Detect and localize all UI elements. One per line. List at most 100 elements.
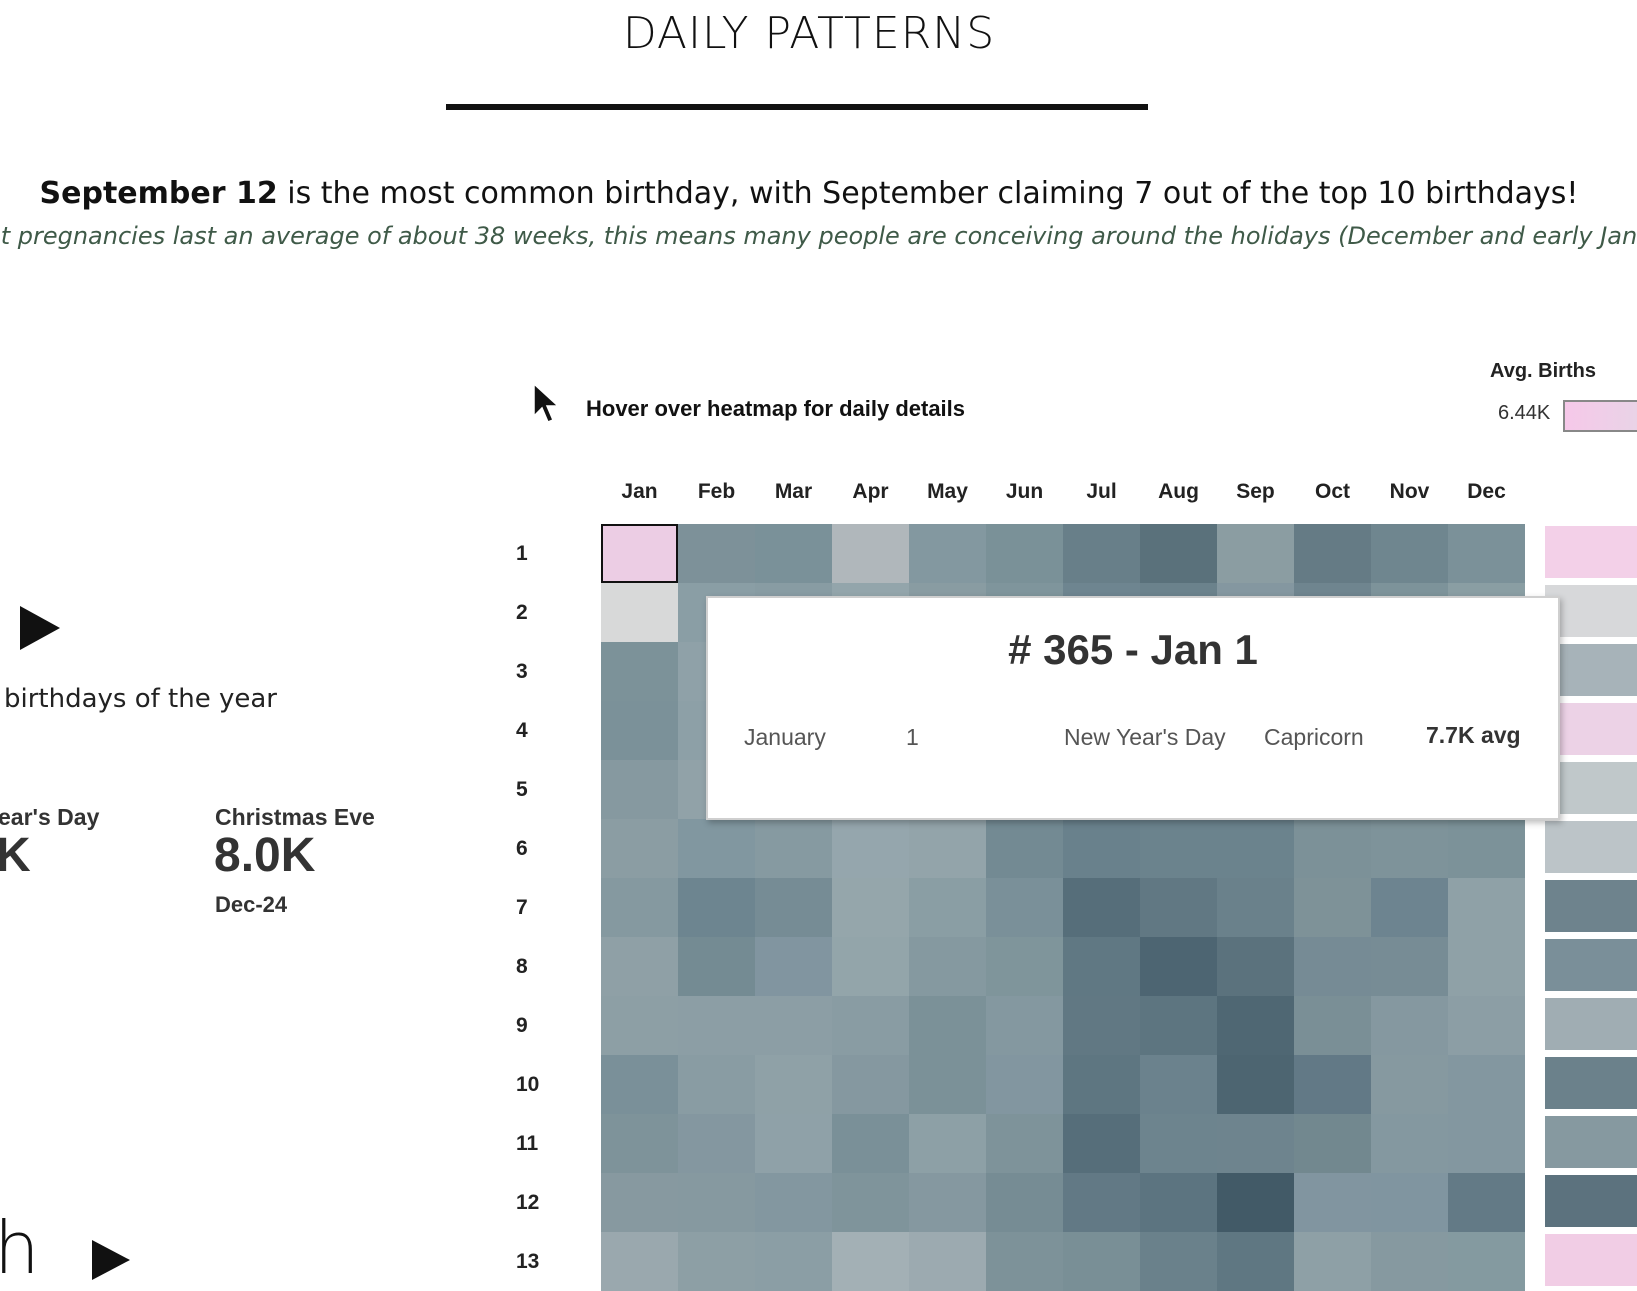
heatmap-cell[interactable]	[832, 819, 909, 878]
heatmap-cell[interactable]	[1371, 996, 1448, 1055]
heatmap-cell[interactable]	[1140, 524, 1217, 583]
heatmap-cell[interactable]	[755, 937, 832, 996]
heatmap-cell[interactable]	[1294, 1232, 1371, 1291]
heatmap-cell[interactable]	[1217, 1055, 1294, 1114]
heatmap-cell[interactable]	[986, 524, 1063, 583]
heatmap-cell[interactable]	[601, 878, 678, 937]
heatmap-cell[interactable]	[755, 1173, 832, 1232]
heatmap-cell[interactable]	[1217, 1114, 1294, 1173]
heatmap-cell[interactable]	[1217, 819, 1294, 878]
heatmap-cell[interactable]	[1217, 878, 1294, 937]
heatmap-cell[interactable]	[1217, 1173, 1294, 1232]
heatmap-cell[interactable]	[678, 819, 755, 878]
heatmap-cell[interactable]	[755, 1114, 832, 1173]
heatmap-cell[interactable]	[832, 524, 909, 583]
heatmap-cell[interactable]	[1294, 1173, 1371, 1232]
heatmap-cell[interactable]	[986, 1055, 1063, 1114]
daily-total-bar[interactable]	[1545, 585, 1637, 637]
heatmap-cell[interactable]	[1294, 819, 1371, 878]
heatmap-cell[interactable]	[755, 996, 832, 1055]
heatmap-cell[interactable]	[986, 937, 1063, 996]
heatmap-cell[interactable]	[601, 1114, 678, 1173]
heatmap-cell[interactable]	[601, 524, 678, 583]
heatmap-cell[interactable]	[678, 1114, 755, 1173]
heatmap-cell[interactable]	[1140, 937, 1217, 996]
heatmap-cell[interactable]	[909, 1114, 986, 1173]
heatmap-cell[interactable]	[1140, 996, 1217, 1055]
heatmap-cell[interactable]	[1448, 996, 1525, 1055]
daily-total-bar[interactable]	[1545, 1175, 1637, 1227]
heatmap-cell[interactable]	[1294, 524, 1371, 583]
heatmap-cell[interactable]	[601, 937, 678, 996]
heatmap-cell[interactable]	[909, 1055, 986, 1114]
heatmap-cell[interactable]	[1294, 1114, 1371, 1173]
heatmap-cell[interactable]	[755, 819, 832, 878]
heatmap-cell[interactable]	[755, 1055, 832, 1114]
daily-total-bar[interactable]	[1545, 880, 1637, 932]
heatmap-cell[interactable]	[1371, 1232, 1448, 1291]
heatmap-cell[interactable]	[986, 878, 1063, 937]
heatmap-cell[interactable]	[1448, 937, 1525, 996]
heatmap-cell[interactable]	[601, 642, 678, 701]
heatmap-cell[interactable]	[1448, 524, 1525, 583]
heatmap-cell[interactable]	[1063, 819, 1140, 878]
heatmap-cell[interactable]	[1140, 878, 1217, 937]
heatmap-cell[interactable]	[601, 996, 678, 1055]
daily-total-bar[interactable]	[1545, 703, 1637, 755]
heatmap-cell[interactable]	[909, 996, 986, 1055]
heatmap-cell[interactable]	[1371, 819, 1448, 878]
heatmap-cell[interactable]	[678, 1232, 755, 1291]
heatmap-cell[interactable]	[1448, 1114, 1525, 1173]
daily-total-bar[interactable]	[1545, 1057, 1637, 1109]
heatmap-cell[interactable]	[832, 937, 909, 996]
heatmap-cell[interactable]	[1371, 937, 1448, 996]
heatmap-cell[interactable]	[1063, 1114, 1140, 1173]
heatmap-cell[interactable]	[678, 1055, 755, 1114]
daily-total-bar[interactable]	[1545, 998, 1637, 1050]
heatmap-cell[interactable]	[832, 1055, 909, 1114]
heatmap-cell[interactable]	[909, 1232, 986, 1291]
heatmap-cell[interactable]	[1294, 996, 1371, 1055]
heatmap-cell[interactable]	[832, 878, 909, 937]
heatmap-cell[interactable]	[832, 996, 909, 1055]
heatmap-cell[interactable]	[1448, 819, 1525, 878]
heatmap-cell[interactable]	[1063, 524, 1140, 583]
heatmap-cell[interactable]	[1217, 1232, 1294, 1291]
heatmap-cell[interactable]	[1448, 1055, 1525, 1114]
daily-total-bar[interactable]	[1545, 939, 1637, 991]
heatmap-cell[interactable]	[1217, 996, 1294, 1055]
heatmap-cell[interactable]	[601, 819, 678, 878]
heatmap-cell[interactable]	[1371, 1114, 1448, 1173]
heatmap-cell[interactable]	[909, 878, 986, 937]
heatmap-cell[interactable]	[1294, 1055, 1371, 1114]
heatmap-cell[interactable]	[909, 819, 986, 878]
heatmap-cell[interactable]	[1294, 878, 1371, 937]
heatmap-cell[interactable]	[678, 937, 755, 996]
heatmap-cell[interactable]	[601, 1232, 678, 1291]
heatmap-cell[interactable]	[601, 1173, 678, 1232]
heatmap-cell[interactable]	[986, 1173, 1063, 1232]
heatmap-cell[interactable]	[1063, 878, 1140, 937]
heatmap-cell[interactable]	[1140, 1055, 1217, 1114]
heatmap-cell[interactable]	[1448, 1232, 1525, 1291]
heatmap-cell[interactable]	[1063, 1055, 1140, 1114]
heatmap-cell[interactable]	[755, 1232, 832, 1291]
play-icon[interactable]	[20, 606, 60, 650]
heatmap-cell[interactable]	[986, 1232, 1063, 1291]
heatmap-cell[interactable]	[986, 819, 1063, 878]
play-icon-2[interactable]	[92, 1240, 130, 1280]
heatmap-cell[interactable]	[986, 996, 1063, 1055]
heatmap-cell[interactable]	[1063, 996, 1140, 1055]
heatmap-cell[interactable]	[1371, 524, 1448, 583]
heatmap-cell[interactable]	[1140, 1173, 1217, 1232]
heatmap-cell[interactable]	[909, 1173, 986, 1232]
heatmap-cell[interactable]	[1371, 878, 1448, 937]
heatmap-cell[interactable]	[986, 1114, 1063, 1173]
heatmap-cell[interactable]	[832, 1232, 909, 1291]
heatmap-cell[interactable]	[1294, 937, 1371, 996]
heatmap-cell[interactable]	[909, 937, 986, 996]
heatmap-cell[interactable]	[755, 878, 832, 937]
heatmap-cell[interactable]	[1371, 1055, 1448, 1114]
heatmap-cell[interactable]	[678, 1173, 755, 1232]
daily-total-bar[interactable]	[1545, 821, 1637, 873]
